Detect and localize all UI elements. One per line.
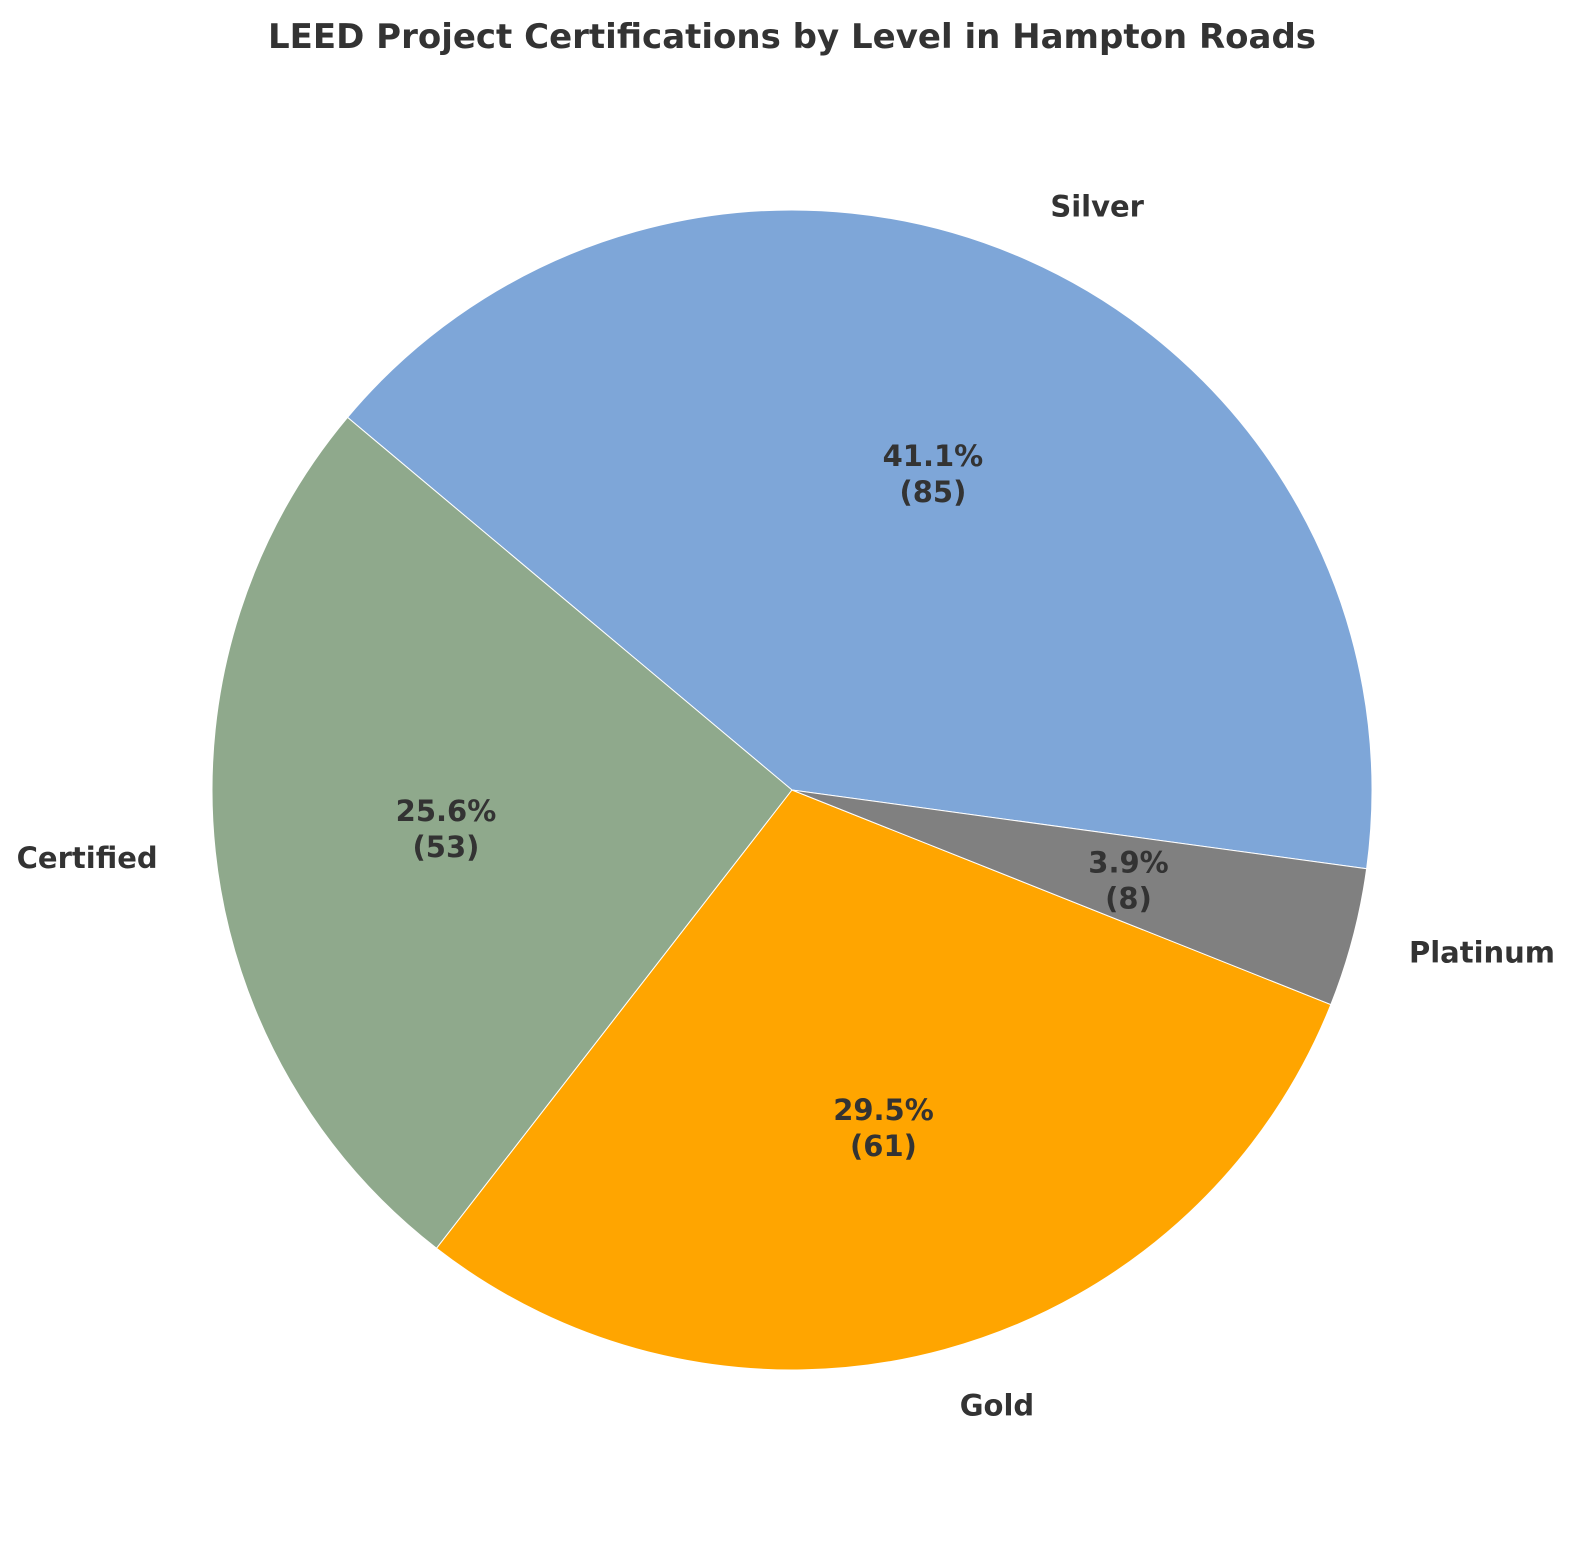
value-label-silver: 41.1% (85)	[883, 439, 984, 509]
pie-slice-gold	[435, 789, 1332, 1371]
chart-title: LEED Project Certifications by Level in …	[268, 17, 1316, 57]
value-label-gold: 29.5% (61)	[833, 1093, 934, 1163]
category-label-silver: Silver	[1050, 190, 1144, 224]
pie-slice-silver	[346, 209, 1373, 870]
value-label-platinum: 3.9% (8)	[1088, 846, 1168, 916]
category-label-certified: Certified	[17, 841, 158, 875]
value-label-certified: 25.6% (53)	[396, 794, 497, 864]
pie-slice-certified	[211, 416, 793, 1249]
pie-slice-platinum	[791, 789, 1368, 1006]
pie-labels: Silver 41.1% (85) Certified 25.6% (53) Gold 29.…	[17, 190, 1555, 1423]
category-label-gold: Gold	[960, 1389, 1034, 1423]
category-label-platinum: Platinum	[1409, 936, 1555, 970]
pie-slices	[211, 209, 1373, 1371]
